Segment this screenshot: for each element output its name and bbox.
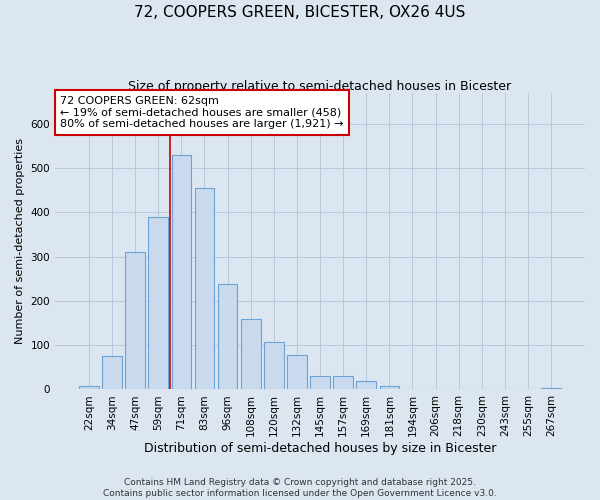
- Bar: [125, 252, 145, 390]
- Bar: [79, 386, 99, 390]
- Bar: [148, 217, 168, 390]
- X-axis label: Distribution of semi-detached houses by size in Bicester: Distribution of semi-detached houses by …: [144, 442, 496, 455]
- Y-axis label: Number of semi-detached properties: Number of semi-detached properties: [15, 138, 25, 344]
- Text: 72, COOPERS GREEN, BICESTER, OX26 4US: 72, COOPERS GREEN, BICESTER, OX26 4US: [134, 5, 466, 20]
- Bar: [541, 388, 561, 390]
- Text: Contains HM Land Registry data © Crown copyright and database right 2025.
Contai: Contains HM Land Registry data © Crown c…: [103, 478, 497, 498]
- Bar: [218, 284, 238, 390]
- Bar: [380, 386, 399, 390]
- Text: 72 COOPERS GREEN: 62sqm
← 19% of semi-detached houses are smaller (458)
80% of s: 72 COOPERS GREEN: 62sqm ← 19% of semi-de…: [61, 96, 344, 129]
- Bar: [172, 155, 191, 390]
- Bar: [334, 376, 353, 390]
- Bar: [194, 188, 214, 390]
- Bar: [264, 342, 284, 390]
- Title: Size of property relative to semi-detached houses in Bicester: Size of property relative to semi-detach…: [128, 80, 512, 93]
- Bar: [241, 318, 260, 390]
- Bar: [287, 355, 307, 390]
- Bar: [356, 380, 376, 390]
- Bar: [102, 356, 122, 390]
- Bar: [310, 376, 330, 390]
